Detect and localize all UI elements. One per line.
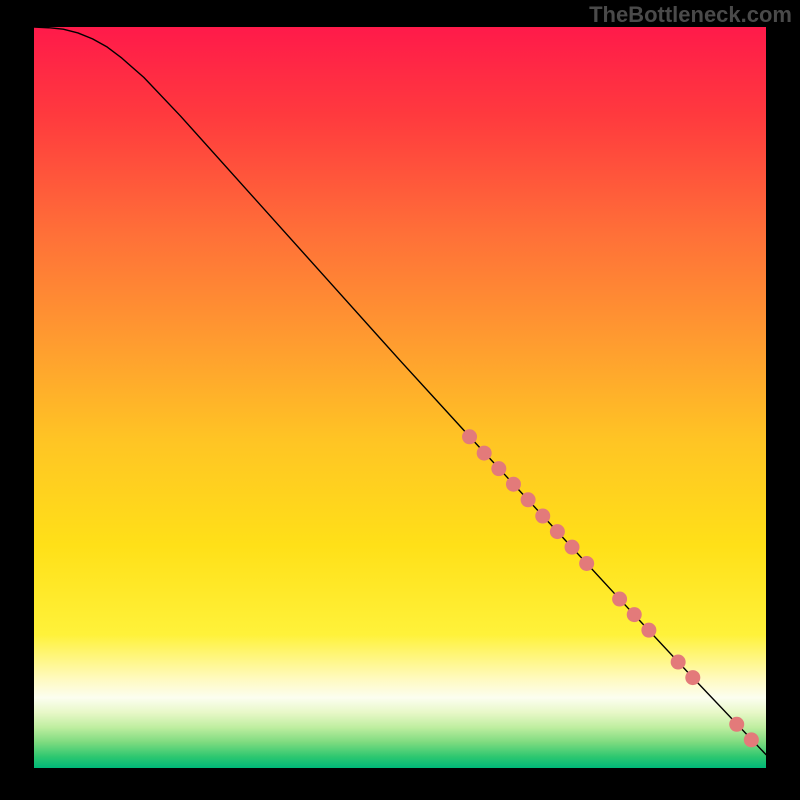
gradient-line-chart xyxy=(0,0,800,800)
marker-dot xyxy=(612,592,627,607)
marker-dot xyxy=(477,446,492,461)
marker-dot xyxy=(671,655,686,670)
marker-dot xyxy=(506,477,521,492)
marker-dot xyxy=(535,509,550,524)
plot-area xyxy=(34,27,766,768)
marker-dot xyxy=(565,540,580,555)
marker-dot xyxy=(462,429,477,444)
marker-dot xyxy=(685,670,700,685)
marker-dot xyxy=(641,623,656,638)
marker-dot xyxy=(729,717,744,732)
marker-dot xyxy=(521,492,536,507)
marker-dot xyxy=(579,556,594,571)
attribution-label: TheBottleneck.com xyxy=(589,2,792,28)
chart-container: TheBottleneck.com xyxy=(0,0,800,800)
marker-dot xyxy=(627,607,642,622)
marker-dot xyxy=(491,461,506,476)
marker-dot xyxy=(744,732,759,747)
marker-dot xyxy=(550,524,565,539)
